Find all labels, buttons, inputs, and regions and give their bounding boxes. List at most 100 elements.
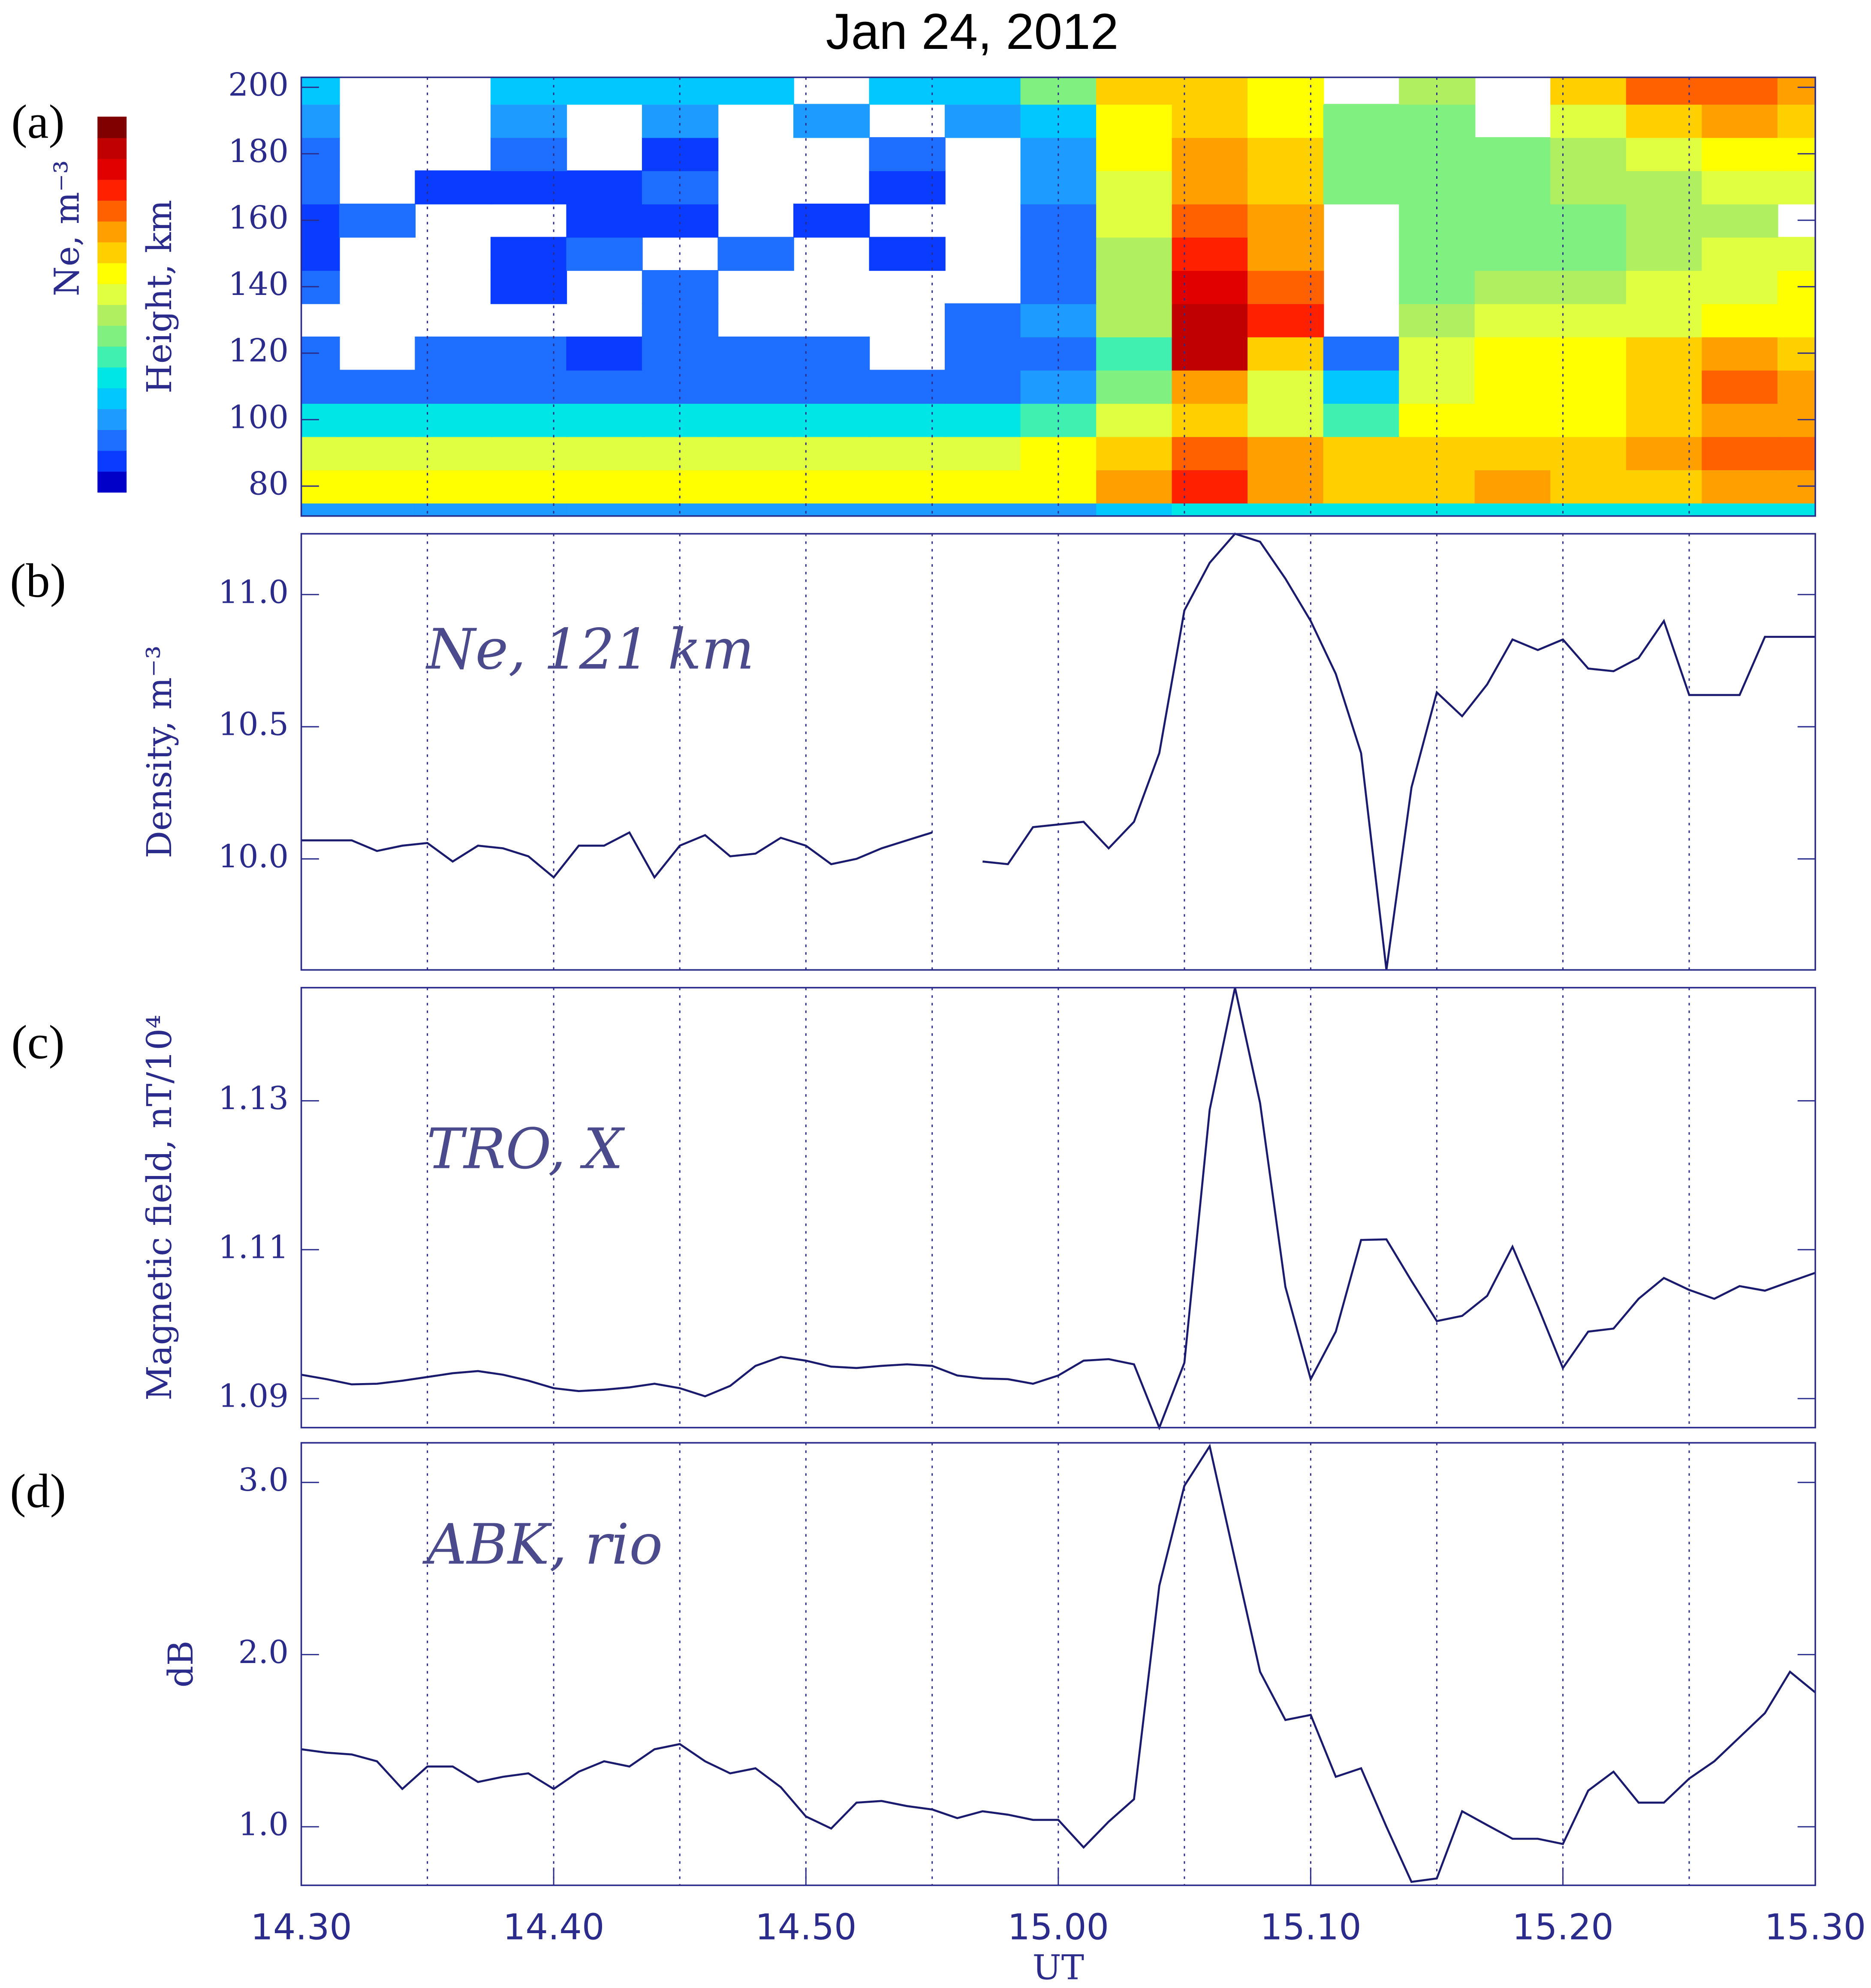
colorbar-band bbox=[97, 325, 127, 347]
contour-cell bbox=[301, 104, 340, 138]
contour-cell bbox=[1550, 170, 1627, 205]
plot-frame bbox=[300, 1442, 1816, 1886]
contour-cell bbox=[415, 337, 491, 371]
contour-cell bbox=[1020, 502, 1097, 516]
contour-cell bbox=[1247, 337, 1324, 371]
contour-cell bbox=[1096, 303, 1173, 337]
contour-cell bbox=[566, 403, 643, 437]
contour-cell bbox=[1474, 502, 1552, 516]
contour-cell bbox=[1474, 203, 1552, 238]
x-tick-label: 15.20 bbox=[1512, 1906, 1614, 1948]
contour-cell bbox=[1702, 403, 1778, 437]
contour-cell bbox=[793, 370, 870, 404]
colorbar-band bbox=[97, 200, 127, 222]
contour-cell bbox=[1474, 436, 1552, 470]
y-tick-label: 11.0 bbox=[218, 574, 289, 611]
contour-cell bbox=[1626, 203, 1703, 238]
y-tick-label: 2.0 bbox=[238, 1634, 289, 1671]
contour-cell bbox=[1550, 237, 1627, 271]
contour-cell bbox=[717, 403, 794, 437]
contour-cell bbox=[945, 77, 1021, 105]
contour-cell bbox=[301, 77, 340, 105]
contour-cell bbox=[945, 436, 1021, 470]
contour-cell bbox=[1399, 77, 1476, 105]
contour-cell bbox=[1550, 137, 1627, 171]
contour-cell bbox=[339, 502, 416, 516]
contour-cell bbox=[339, 403, 416, 437]
contour-cell bbox=[1172, 77, 1248, 105]
contour-cell bbox=[566, 502, 643, 516]
x-tick-label: 14.40 bbox=[503, 1906, 605, 1948]
y-axis-label: Magnetic field, nT/10⁴ bbox=[139, 1015, 179, 1401]
y-tick-label: 1.09 bbox=[218, 1378, 289, 1415]
contour-cell bbox=[566, 170, 643, 205]
contour-cell bbox=[1550, 469, 1627, 504]
contour-cell bbox=[1247, 436, 1324, 470]
contour-cell bbox=[490, 436, 567, 470]
contour-cell bbox=[1702, 303, 1778, 337]
y-tick-label: 100 bbox=[228, 399, 289, 436]
contour-cell bbox=[1702, 170, 1778, 205]
y-tick-label: 200 bbox=[228, 66, 289, 103]
contour-cell bbox=[1550, 270, 1627, 304]
contour-cell bbox=[717, 436, 794, 470]
contour-cell bbox=[1323, 137, 1400, 171]
contour-cell bbox=[301, 370, 340, 404]
y-tick-label: 1.11 bbox=[218, 1229, 289, 1266]
panel-label: (c) bbox=[11, 1016, 64, 1069]
contour-cell bbox=[1777, 436, 1816, 470]
contour-cell bbox=[1096, 403, 1173, 437]
x-axis-label: UT bbox=[1033, 1948, 1084, 1988]
contour-cell bbox=[945, 303, 1021, 337]
contour-cell bbox=[793, 203, 870, 238]
contour-cell bbox=[415, 436, 491, 470]
contour-cell bbox=[566, 237, 643, 271]
contour-cell bbox=[490, 137, 567, 171]
contour-cell bbox=[1626, 303, 1703, 337]
contour-cell bbox=[1172, 337, 1248, 371]
colorbar-band bbox=[97, 367, 127, 388]
contour-cell bbox=[1474, 270, 1552, 304]
contour-cell bbox=[945, 337, 1021, 371]
contour-cell bbox=[1096, 104, 1173, 138]
contour-cell bbox=[1247, 469, 1324, 504]
contour-cell bbox=[490, 370, 567, 404]
plot-frame bbox=[300, 533, 1816, 971]
contour-cell bbox=[1702, 237, 1778, 271]
contour-cell bbox=[1702, 436, 1778, 470]
contour-cell bbox=[1247, 403, 1324, 437]
contour-cell bbox=[793, 502, 870, 516]
contour-cell bbox=[1323, 436, 1400, 470]
plot-frame bbox=[300, 986, 1816, 1429]
contour-cell bbox=[301, 436, 340, 470]
contour-cell bbox=[339, 436, 416, 470]
x-tick-label: 15.30 bbox=[1765, 1906, 1866, 1948]
contour-cell bbox=[566, 337, 643, 371]
contour-cell bbox=[869, 370, 946, 404]
contour-cell bbox=[566, 436, 643, 470]
colorbar-label: Ne, m⁻³ bbox=[47, 160, 87, 296]
contour-cell bbox=[1020, 170, 1097, 205]
contour-cell bbox=[1550, 303, 1627, 337]
contour-cell bbox=[869, 77, 946, 105]
contour-cell bbox=[1172, 403, 1248, 437]
contour-cell bbox=[1020, 303, 1097, 337]
contour-cell bbox=[642, 303, 719, 337]
contour-cell bbox=[1172, 137, 1248, 171]
contour-cell bbox=[1247, 237, 1324, 271]
contour-cell bbox=[566, 370, 643, 404]
contour-cell bbox=[1777, 77, 1816, 105]
contour-cell bbox=[1702, 270, 1778, 304]
colorbar-band bbox=[97, 241, 127, 263]
contour-cell bbox=[642, 77, 719, 105]
contour-cell bbox=[793, 436, 870, 470]
data-line bbox=[301, 532, 1816, 970]
contour-cell bbox=[1172, 436, 1248, 470]
y-tick-label: 10.5 bbox=[218, 706, 289, 743]
contour-cell bbox=[1626, 370, 1703, 404]
contour-cell bbox=[1323, 104, 1400, 138]
contour-cell bbox=[642, 436, 719, 470]
panel-label: (d) bbox=[10, 1465, 66, 1518]
data-line bbox=[301, 1444, 1816, 1883]
